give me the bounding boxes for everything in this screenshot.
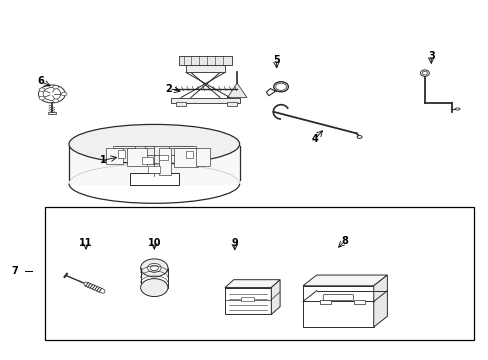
Bar <box>353 300 364 304</box>
Bar <box>105 148 122 164</box>
Text: 8: 8 <box>340 236 347 246</box>
Ellipse shape <box>141 279 167 297</box>
Bar <box>159 148 171 175</box>
Ellipse shape <box>61 92 67 96</box>
Ellipse shape <box>141 259 167 277</box>
Ellipse shape <box>39 85 65 103</box>
Bar <box>144 146 154 148</box>
Polygon shape <box>303 275 386 286</box>
Bar <box>185 65 224 72</box>
Ellipse shape <box>53 85 59 89</box>
Bar <box>127 148 147 166</box>
Bar <box>130 173 178 185</box>
Polygon shape <box>224 280 280 288</box>
Bar <box>173 148 198 167</box>
Text: 6: 6 <box>37 76 44 86</box>
Ellipse shape <box>53 99 59 103</box>
Ellipse shape <box>39 96 45 100</box>
Polygon shape <box>373 275 386 327</box>
Bar <box>185 151 193 158</box>
Ellipse shape <box>273 82 288 92</box>
FancyBboxPatch shape <box>323 294 353 300</box>
Bar <box>178 56 232 65</box>
Text: 3: 3 <box>427 51 434 61</box>
Ellipse shape <box>275 83 286 90</box>
Bar <box>227 102 237 107</box>
Text: 7: 7 <box>11 266 18 276</box>
Bar <box>303 286 373 327</box>
Text: 5: 5 <box>272 55 279 65</box>
Polygon shape <box>227 83 246 98</box>
Bar <box>142 157 153 164</box>
Text: 11: 11 <box>79 238 93 248</box>
Circle shape <box>420 70 428 76</box>
Bar <box>176 102 185 107</box>
Text: 9: 9 <box>231 238 238 248</box>
Bar <box>118 149 125 158</box>
Bar <box>148 166 160 173</box>
Bar <box>224 288 271 315</box>
Bar <box>159 155 167 160</box>
Ellipse shape <box>150 265 158 271</box>
Bar <box>48 112 56 114</box>
Ellipse shape <box>454 108 459 110</box>
Bar <box>171 98 239 103</box>
Text: 1: 1 <box>100 155 106 165</box>
Text: 4: 4 <box>311 134 318 144</box>
Ellipse shape <box>147 264 161 273</box>
Bar <box>195 148 210 166</box>
Bar <box>241 297 254 301</box>
Bar <box>168 146 195 148</box>
Bar <box>320 300 330 304</box>
Bar <box>44 207 473 339</box>
Ellipse shape <box>69 125 239 164</box>
Bar <box>113 146 135 148</box>
Polygon shape <box>271 280 280 315</box>
Circle shape <box>43 87 61 100</box>
Ellipse shape <box>39 88 45 91</box>
Circle shape <box>422 71 427 75</box>
Text: 10: 10 <box>147 238 161 248</box>
Text: 2: 2 <box>165 84 172 94</box>
Ellipse shape <box>356 135 361 138</box>
